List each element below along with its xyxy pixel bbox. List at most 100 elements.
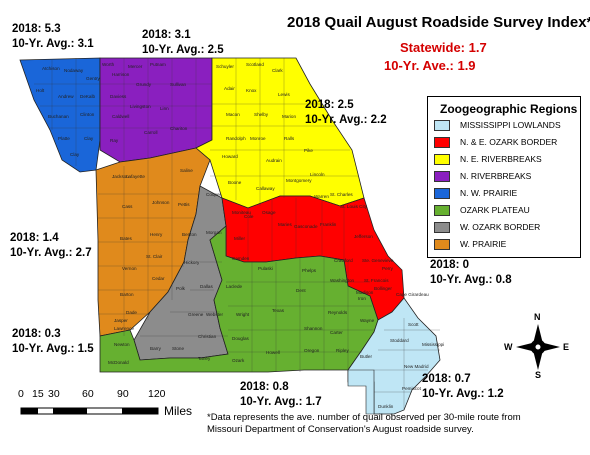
- county-label: Ripley: [336, 348, 349, 353]
- county-label: Shannon: [304, 326, 323, 331]
- county-label: Nodaway: [64, 68, 84, 73]
- county-label: Mississippi: [422, 342, 444, 347]
- legend-item: N. RIVERBREAKS: [434, 170, 580, 184]
- county-label: Lincoln: [310, 172, 325, 177]
- annotation-ne-riverbreaks: 2018: 2.5 10-Yr. Avg.: 2.2: [305, 98, 387, 128]
- annotation-mississippi-lowlands: 2018: 0.7 10-Yr. Avg.: 1.2: [422, 372, 504, 402]
- county-label: Stone: [172, 346, 184, 351]
- county-label: Pettis: [178, 202, 190, 207]
- county-label: Warren: [314, 194, 329, 199]
- region-ozark-plateau: [99, 225, 379, 373]
- county-label: Bates: [120, 236, 132, 241]
- county-label: Andrew: [58, 94, 74, 99]
- county-label: Gasconade: [294, 224, 318, 229]
- compass-rose: N S W E: [504, 312, 570, 380]
- county-label: Schuyler: [216, 64, 234, 69]
- annotation-2018: 2018: 1.4: [10, 232, 59, 244]
- county-label: Ste. Genevieve: [362, 258, 394, 263]
- annotation-10yr: 10-Yr. Avg.: 1.5: [12, 343, 94, 355]
- legend-item: W. PRAIRIE: [434, 238, 580, 252]
- legend-label: OZARK PLATEAU: [460, 205, 530, 215]
- county-label: Christian: [198, 334, 217, 339]
- county-label: Dunklin: [378, 404, 394, 409]
- scale-tick-label: 60: [82, 388, 94, 400]
- legend-item: MISSISSIPPI LOWLANDS: [434, 119, 580, 133]
- county-label: Livingston: [130, 104, 151, 109]
- county-label: Cooper: [206, 192, 222, 197]
- annotation-ne-ozark-border: 2018: 0 10-Yr. Avg.: 0.8: [430, 258, 512, 288]
- annotation-2018: 2018: 0.3: [12, 328, 61, 340]
- county-label: Gentry: [86, 76, 100, 81]
- county-label: Washington: [330, 278, 355, 283]
- legend-label: W. PRAIRIE: [460, 239, 507, 249]
- legend-label: MISSISSIPPI LOWLANDS: [460, 120, 561, 130]
- county-label: Daviess: [110, 94, 127, 99]
- county-label: Henry: [150, 232, 163, 237]
- county-labels: Atchison Nodaway Holt Andrew Buchanan DeKalb G…: [36, 62, 444, 409]
- county-label: Knox: [246, 88, 257, 93]
- county-label: Camden: [232, 256, 250, 261]
- scale-tick-label: 30: [48, 388, 60, 400]
- county-label: Polk: [176, 286, 186, 291]
- county-label: Howard: [222, 154, 238, 159]
- scale-tick-label: 0: [18, 388, 24, 400]
- county-label: Montgomery: [286, 178, 312, 183]
- county-label: Boone: [228, 180, 242, 185]
- legend-label: N. E. RIVERBREAKS: [460, 154, 542, 164]
- annotation-10yr: 10-Yr. Avg.: 0.8: [430, 274, 512, 286]
- county-label: Ray: [110, 138, 119, 143]
- legend-item: W. OZARK BORDER: [434, 221, 580, 235]
- scale-unit: Miles: [164, 404, 193, 418]
- county-label: New Madrid: [404, 364, 429, 369]
- county-label: Miller: [234, 236, 245, 241]
- county-label: Iron: [358, 296, 366, 301]
- county-label: Clay: [84, 136, 94, 141]
- county-label: Butler: [360, 354, 372, 359]
- compass-e: E: [563, 342, 570, 352]
- county-label: Benton: [182, 232, 197, 237]
- county-label: Monroe: [250, 136, 266, 141]
- annotation-2018: 2018: 3.1: [142, 29, 191, 41]
- county-label: Laclede: [226, 284, 243, 289]
- county-label: Phelps: [302, 268, 317, 273]
- county-label: Caldwell: [112, 114, 129, 119]
- county-label: Marion: [282, 114, 296, 119]
- county-label: Stoddard: [390, 338, 409, 343]
- annotation-nw-prairie: 2018: 5.3 10-Yr. Avg.: 3.1: [12, 22, 94, 52]
- legend-swatch: [434, 222, 450, 233]
- county-label: Texas: [272, 308, 285, 313]
- county-label: Sullivan: [170, 82, 187, 87]
- legend-label: N. RIVERBREAKS: [460, 171, 532, 181]
- annotation-w-ozark-border: 2018: 0.3 10-Yr. Avg.: 1.5: [12, 327, 94, 357]
- legend-label: N. W. PRAIRIE: [460, 188, 518, 198]
- county-label: Clinton: [80, 112, 95, 117]
- county-label: St. Charles: [330, 192, 353, 197]
- county-label: Shelby: [254, 112, 269, 117]
- county-label: Lewis: [278, 92, 290, 97]
- legend-label: W. OZARK BORDER: [460, 222, 541, 232]
- county-label: Cole: [244, 214, 254, 219]
- county-label: Lafayette: [126, 174, 145, 179]
- county-label: Barton: [120, 292, 134, 297]
- county-label: Saline: [180, 168, 193, 173]
- county-label: Carroll: [144, 130, 158, 135]
- legend-item: OZARK PLATEAU: [434, 204, 580, 218]
- legend-swatch: [434, 137, 450, 148]
- county-label: Linn: [160, 106, 169, 111]
- county-label: Crawford: [334, 258, 353, 263]
- county-label: Scotland: [246, 62, 264, 67]
- county-label: Mercer: [128, 64, 143, 69]
- scale-bar: 0 15 30 60 90 120 Miles: [18, 388, 198, 428]
- county-label: Douglas: [232, 336, 250, 341]
- legend-swatch: [434, 188, 450, 199]
- legend-swatch: [434, 171, 450, 182]
- legend-label: N. & E. OZARK BORDER: [460, 137, 558, 147]
- county-label: Franklin: [320, 222, 337, 227]
- county-label: Harrison: [112, 72, 130, 77]
- county-label: Newton: [114, 342, 130, 347]
- scale-tick-label: 90: [117, 388, 129, 400]
- annotation-10yr: 10-Yr. Avg.: 2.2: [305, 114, 387, 126]
- scale-tick-label: 15: [32, 388, 44, 400]
- county-label: Bollinger: [374, 286, 392, 291]
